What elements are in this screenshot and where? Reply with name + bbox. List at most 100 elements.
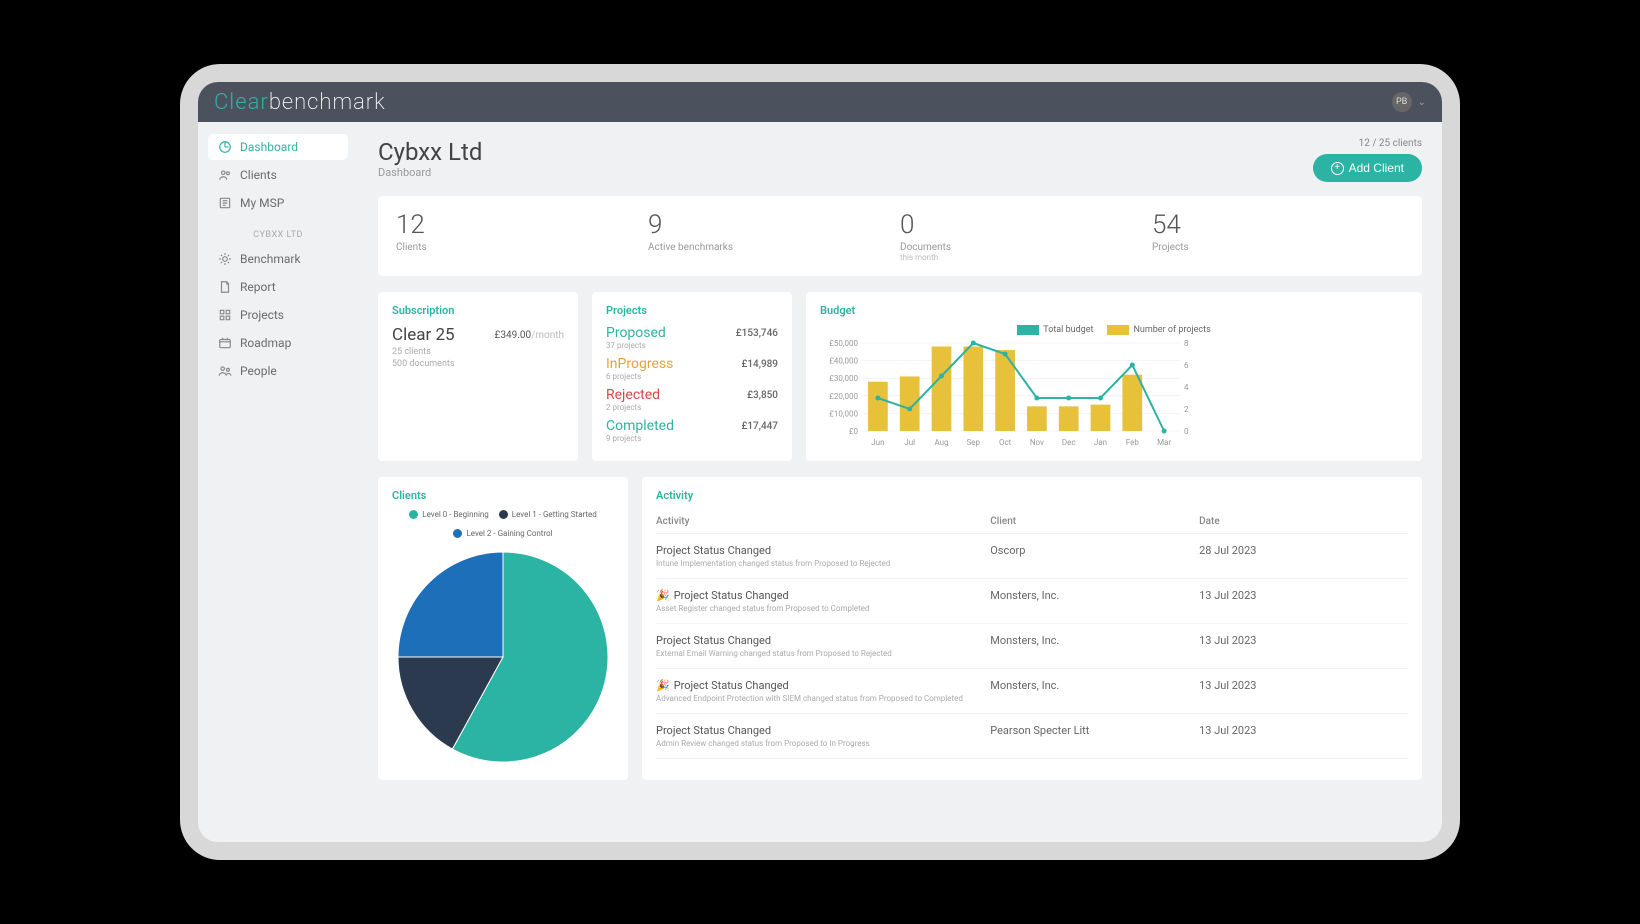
main-content: Cybxx Ltd Dashboard 12 / 25 clients + Ad… [358, 122, 1442, 842]
legend-label: Level 2 - Gaining Control [466, 529, 552, 538]
sidebar-item-label: Dashboard [240, 140, 298, 154]
activity-row-client: Monsters, Inc. [990, 679, 1199, 703]
sidebar-item-label: Clients [240, 168, 277, 182]
logo-part2: benchmark [269, 90, 386, 115]
sidebar-item-my-msp[interactable]: My MSP [208, 190, 348, 216]
svg-text:6: 6 [1184, 361, 1189, 370]
stat-value: 54 [1152, 210, 1404, 240]
stat-card: 9Active benchmarks [648, 210, 900, 262]
sidebar: DashboardClientsMy MSP CYBXX LTD Benchma… [198, 122, 358, 842]
legend-item: Total budget [1017, 325, 1093, 335]
projects-card: Projects Proposed37 projects£153,746InPr… [592, 292, 792, 461]
sidebar-item-benchmark[interactable]: Benchmark [208, 246, 348, 272]
activity-row-client: Oscorp [990, 544, 1199, 568]
legend-item: Level 1 - Getting Started [499, 510, 597, 519]
activity-row-desc: Advanced Endpoint Protection with SIEM c… [656, 694, 990, 703]
stat-value: 9 [648, 210, 900, 240]
client-count-text: 12 / 25 clients [1313, 138, 1422, 149]
budget-card: Budget Total budgetNumber of projects £0… [806, 292, 1422, 461]
msp-icon [218, 196, 232, 210]
svg-text:£10,000: £10,000 [829, 409, 858, 418]
sidebar-item-label: Projects [240, 308, 284, 322]
page-subtitle: Dashboard [378, 166, 482, 179]
activity-row: 🎉Project Status Changed Asset Register ch… [656, 579, 1408, 624]
svg-text:£20,000: £20,000 [829, 392, 858, 401]
svg-text:£50,000: £50,000 [829, 339, 858, 348]
activity-row-desc: External Email Warning changed status fr… [656, 649, 990, 658]
stat-label: Documents [900, 242, 1152, 253]
project-count: 6 projects [606, 372, 673, 381]
budget-chart: £0£10,000£20,000£30,000£40,000£50,000024… [820, 339, 1200, 449]
sidebar-item-dashboard[interactable]: Dashboard [208, 134, 348, 160]
sidebar-item-report[interactable]: Report [208, 274, 348, 300]
activity-row-title: Project Status Changed [656, 544, 990, 557]
legend-swatch [453, 529, 462, 538]
activity-row-title: 🎉Project Status Changed [656, 589, 990, 602]
page-title: Cybxx Ltd [378, 138, 482, 166]
svg-text:Aug: Aug [934, 438, 948, 447]
activity-title: Activity [656, 489, 1408, 502]
legend-swatch [1107, 325, 1129, 335]
activity-row-date: 28 Jul 2023 [1199, 544, 1408, 568]
svg-text:Feb: Feb [1126, 438, 1140, 447]
project-status: Rejected [606, 387, 660, 403]
activity-row-title: Project Status Changed [656, 724, 990, 737]
projects-title: Projects [606, 304, 778, 317]
svg-text:Mar: Mar [1157, 438, 1171, 447]
svg-text:Jun: Jun [871, 438, 884, 447]
project-count: 37 projects [606, 341, 666, 350]
dashboard-icon [218, 140, 232, 154]
stat-card: 54 Projects [1152, 210, 1404, 262]
stat-label: Projects [1152, 242, 1404, 253]
project-status-row: InProgress6 projects£14,989 [606, 356, 778, 381]
project-status: Proposed [606, 325, 666, 341]
budget-legend: Total budget Number of projects [820, 325, 1408, 335]
legend-label: Level 0 - Beginning [422, 510, 489, 519]
logo: Clearbenchmark [214, 90, 386, 115]
sidebar-item-label: My MSP [240, 196, 284, 210]
legend-label: Total budget [1043, 325, 1093, 335]
project-count: 9 projects [606, 434, 674, 443]
activity-row-desc: Intune Implementation changed status fro… [656, 559, 990, 568]
benchmark-icon [218, 252, 232, 266]
activity-col-activity: Activity [656, 516, 990, 527]
activity-row-client: Monsters, Inc. [990, 589, 1199, 613]
svg-text:Sep: Sep [967, 438, 981, 447]
activity-col-date: Date [1199, 516, 1408, 527]
legend-label: Level 1 - Getting Started [512, 510, 597, 519]
clients-icon [218, 168, 232, 182]
sidebar-item-label: Roadmap [240, 336, 291, 350]
legend-swatch [499, 510, 508, 519]
activity-row-desc: Asset Register changed status from Propo… [656, 604, 990, 613]
user-avatar[interactable]: PB [1392, 92, 1412, 112]
activity-row: Project Status ChangedExternal Email War… [656, 624, 1408, 669]
svg-text:Jul: Jul [904, 438, 915, 447]
project-value: £17,447 [741, 418, 778, 432]
projects-icon [218, 308, 232, 322]
subscription-price: £349.00/month [495, 325, 564, 347]
activity-row: Project Status Changed Intune Implementat… [656, 534, 1408, 579]
report-icon [218, 280, 232, 294]
activity-row-date: 13 Jul 2023 [1199, 634, 1408, 658]
stat-value: 12 [396, 210, 648, 240]
stat-card: 12Clients [396, 210, 648, 262]
add-client-button[interactable]: + Add Client [1313, 154, 1422, 182]
project-status-row: Rejected2 projects£3,850 [606, 387, 778, 412]
sidebar-item-projects[interactable]: Projects [208, 302, 348, 328]
sidebar-item-roadmap[interactable]: Roadmap [208, 330, 348, 356]
svg-text:Oct: Oct [999, 438, 1012, 447]
sidebar-item-label: People [240, 364, 277, 378]
sidebar-item-people[interactable]: People [208, 358, 348, 384]
topbar: Clearbenchmark PB ⌄ [198, 82, 1442, 122]
sidebar-item-clients[interactable]: Clients [208, 162, 348, 188]
stat-sublabel: this month [900, 253, 1152, 262]
activity-row-client: Pearson Specter Litt [990, 724, 1199, 748]
chevron-down-icon[interactable]: ⌄ [1418, 97, 1426, 108]
legend-label: Number of projects [1133, 325, 1210, 335]
legend-item: Level 0 - Beginning [409, 510, 489, 519]
clients-card: Clients Level 0 - BeginningLevel 1 - Get… [378, 477, 628, 780]
svg-text:Nov: Nov [1030, 438, 1044, 447]
legend-swatch [409, 510, 418, 519]
sidebar-item-label: Report [240, 280, 276, 294]
svg-text:Dec: Dec [1062, 438, 1076, 447]
